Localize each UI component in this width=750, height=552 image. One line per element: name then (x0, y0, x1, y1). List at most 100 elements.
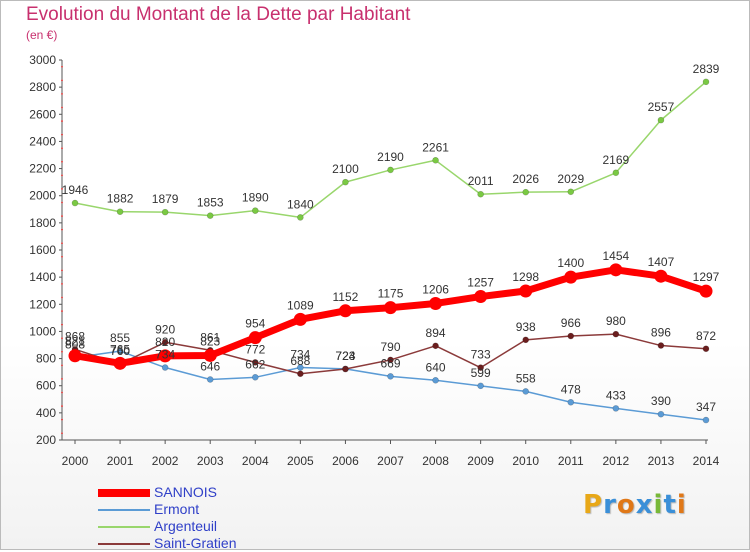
data-label-argenteuil: 2190 (377, 150, 404, 164)
data-point-argenteuil (567, 188, 575, 196)
data-label-ermont: 347 (696, 400, 716, 414)
y-minor-tick (61, 201, 63, 204)
y-tick-label: 1600 (29, 243, 56, 257)
y-minor-tick (61, 391, 63, 394)
x-tick-label: 2004 (242, 454, 269, 468)
data-point-ermont (161, 364, 169, 371)
logo-letter: x (635, 490, 654, 520)
x-tick-label: 2011 (558, 454, 584, 468)
y-minor-tick (61, 147, 63, 150)
y-minor-tick (61, 310, 63, 312)
data-point-argenteuil (432, 156, 439, 164)
y-tick-label: 1200 (29, 297, 56, 311)
y-tick-label: 3000 (29, 53, 56, 67)
y-tick-label: 600 (36, 379, 56, 393)
data-label-sannois: 1400 (557, 256, 584, 270)
data-point-ermont (477, 382, 484, 390)
data-label-argenteuil: 1946 (62, 183, 89, 197)
data-point-argenteuil (477, 190, 484, 198)
data-label-saint-gratien: 920 (155, 322, 175, 336)
data-point-saint-gratien (612, 330, 620, 338)
proxiti-logo: Proxiti (583, 490, 687, 520)
y-tick-label: 1800 (29, 216, 56, 230)
data-label-argenteuil: 2557 (648, 100, 675, 114)
data-label-ermont: 734 (290, 348, 310, 362)
y-minor-tick (61, 106, 63, 109)
logo-letter: r (603, 490, 617, 520)
data-label-ermont: 599 (471, 366, 491, 380)
data-point-argenteuil (297, 214, 304, 221)
data-label-argenteuil: 1882 (107, 192, 134, 206)
data-label-ermont: 433 (606, 388, 626, 402)
data-point-saint-gratien (387, 356, 394, 364)
data-point-ermont (657, 410, 665, 418)
x-tick-label: 2005 (287, 454, 314, 468)
data-label-saint-gratien: 790 (380, 340, 400, 354)
chart-legend: SANNOIS Ermont Argenteuil Saint-Gratien (98, 484, 236, 552)
data-point-sannois (474, 290, 488, 304)
y-minor-tick (61, 378, 63, 380)
data-label-argenteuil: 2100 (332, 162, 359, 176)
x-tick-label: 2007 (377, 454, 404, 468)
data-point-ermont (251, 373, 259, 381)
data-label-ermont: 734 (155, 348, 175, 362)
data-label-saint-gratien: 868 (65, 329, 85, 343)
data-point-saint-gratien (432, 342, 439, 350)
data-label-argenteuil: 1840 (287, 197, 314, 211)
y-minor-tick (61, 405, 63, 407)
data-label-saint-gratien: 938 (516, 320, 536, 334)
data-label-sannois: 1407 (648, 255, 675, 269)
data-label-ermont: 669 (380, 356, 400, 370)
data-point-sannois (68, 349, 82, 363)
data-label-ermont: 808 (65, 337, 85, 351)
data-point-sannois (654, 269, 668, 283)
x-tick-label: 2010 (512, 454, 539, 468)
data-point-sannois (699, 284, 713, 298)
logo-letter: P (583, 490, 604, 520)
chart-title: Evolution du Montant de la Dette par Hab… (26, 4, 411, 25)
y-minor-tick (61, 283, 63, 285)
data-point-sannois (113, 356, 127, 370)
data-label-saint-gratien: 980 (606, 314, 626, 328)
legend-label: SANNOIS (154, 484, 218, 500)
data-point-ermont (522, 388, 530, 395)
legend-label: Argenteuil (154, 518, 218, 534)
y-minor-tick (61, 228, 63, 231)
y-tick-label: 2400 (29, 134, 56, 148)
y-minor-tick (61, 269, 63, 272)
data-point-argenteuil (206, 212, 214, 219)
data-point-saint-gratien (477, 364, 484, 371)
y-minor-tick (61, 296, 63, 299)
data-point-sannois (564, 270, 578, 284)
legend-label: Ermont (154, 501, 200, 517)
data-point-sannois (203, 348, 217, 362)
y-minor-tick (61, 160, 63, 163)
data-label-saint-gratien: 896 (651, 326, 671, 340)
data-label-sannois: 1257 (467, 276, 494, 290)
y-minor-tick (61, 242, 63, 245)
y-tick-label: 1000 (29, 324, 56, 338)
data-label-sannois: 1454 (603, 249, 630, 263)
data-point-argenteuil (251, 207, 259, 214)
data-label-saint-gratien: 861 (200, 330, 220, 344)
y-minor-tick (61, 350, 63, 353)
data-point-argenteuil (387, 166, 394, 174)
y-minor-tick (61, 120, 63, 122)
data-label-argenteuil: 1890 (242, 191, 269, 205)
data-point-ermont (702, 416, 710, 424)
data-label-ermont: 390 (651, 394, 671, 408)
data-point-argenteuil (522, 188, 530, 196)
data-label-argenteuil: 1853 (197, 196, 224, 210)
data-label-ermont: 640 (426, 360, 446, 374)
x-tick-label: 2000 (62, 454, 89, 468)
data-label-saint-gratien: 760 (110, 344, 130, 358)
x-tick-label: 2008 (422, 454, 449, 468)
data-label-saint-gratien: 894 (426, 326, 446, 340)
x-tick-label: 2001 (107, 454, 134, 468)
y-minor-tick (61, 364, 63, 367)
data-label-argenteuil: 2839 (693, 62, 720, 76)
data-label-argenteuil: 2011 (468, 174, 494, 188)
data-point-ermont (206, 376, 214, 383)
data-point-saint-gratien (522, 336, 530, 344)
y-minor-tick (61, 65, 63, 68)
